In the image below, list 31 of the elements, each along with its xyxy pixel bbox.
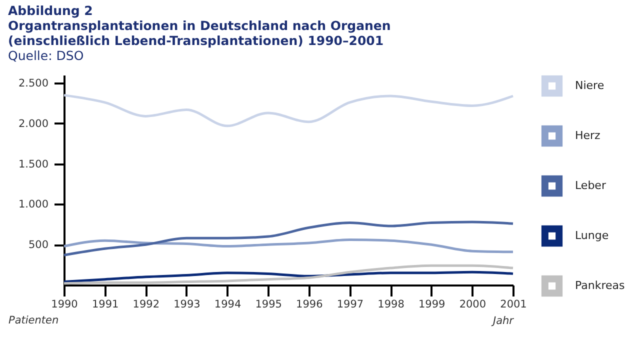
legend-label: Lunge <box>575 229 609 242</box>
line-series <box>62 238 514 254</box>
x-tick-label: 1993 <box>174 298 200 310</box>
x-tick-label: 2000 <box>459 298 486 310</box>
y-tick-label: 1.500 <box>18 158 48 170</box>
x-tick-label: 1995 <box>255 298 282 310</box>
line-series <box>62 220 514 256</box>
legend-label: Pankreas <box>575 279 626 292</box>
source-note: Quelle: DSO <box>8 48 85 63</box>
y-tick-label: 2.000 <box>18 118 48 130</box>
x-tick-label: 1990 <box>51 298 78 310</box>
y-tick-label: 2.500 <box>18 78 48 90</box>
line-series <box>62 270 514 284</box>
x-tick-label: 1997 <box>336 298 364 310</box>
x-tick-label: 1998 <box>378 298 404 310</box>
chart-title: Organtransplantationen in Deutschland nach Organen (einschließlich Lebend-Transplantationen) 1990–2001 <box>8 18 392 48</box>
y-axis-title: Patienten <box>8 314 59 326</box>
text: Abbildung 2 <box>8 3 94 18</box>
legend-label: Herz <box>575 129 601 142</box>
legend-label: Leber <box>575 179 606 192</box>
x-tick-label: 1999 <box>418 298 446 310</box>
x-tick-label: 1994 <box>214 298 242 310</box>
legend-label: Niere <box>575 79 604 92</box>
y-tick-label: 500 <box>28 239 48 252</box>
x-tick-label: 1992 <box>132 298 160 310</box>
x-tick-label: 1996 <box>296 298 324 310</box>
x-tick-label: 1991 <box>92 298 119 310</box>
line-series <box>62 94 514 128</box>
y-tick-label: 1.000 <box>18 198 48 211</box>
x-tick-label: 2001 <box>500 298 527 310</box>
x-axis-title: Jahr <box>490 315 514 327</box>
